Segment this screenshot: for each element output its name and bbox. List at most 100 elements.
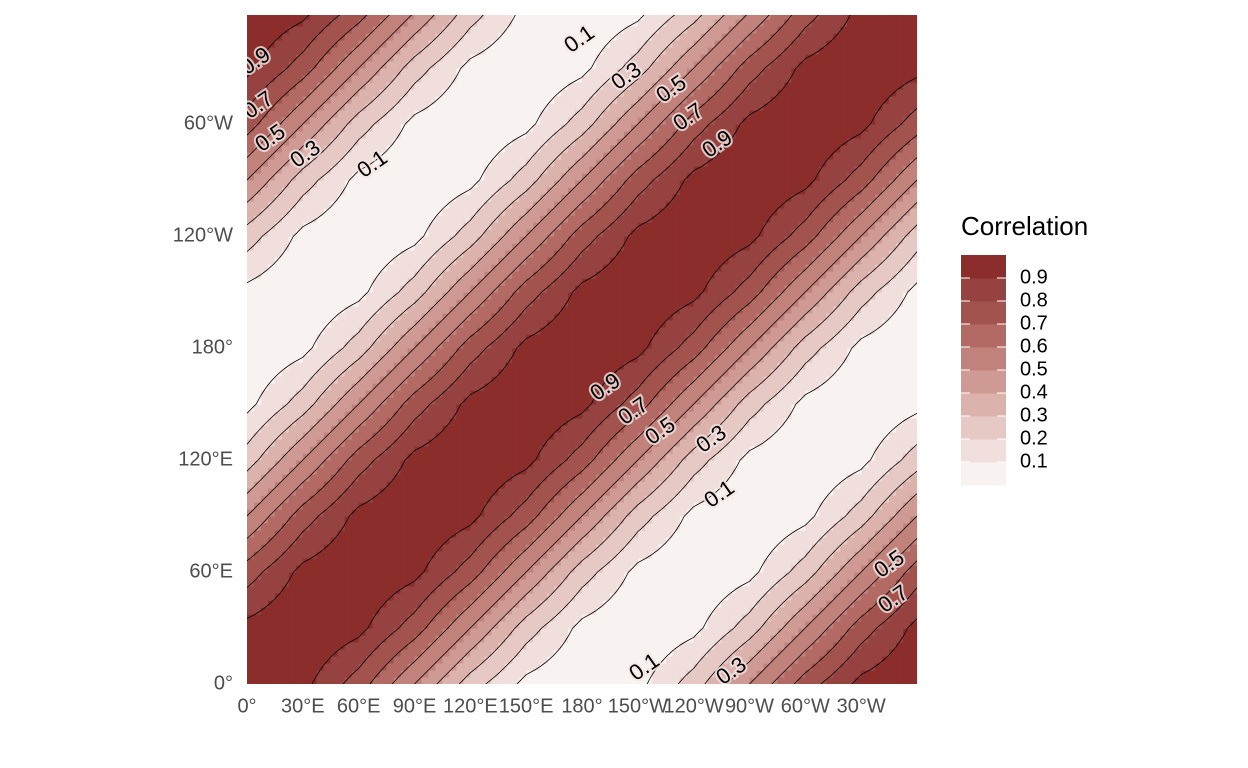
field-cell (519, 313, 527, 321)
field-cell (449, 474, 457, 482)
field-cell (889, 530, 897, 538)
field-cell (812, 565, 820, 573)
field-cell (295, 439, 304, 447)
field-cell (288, 628, 297, 636)
field-cell (247, 670, 255, 678)
field-cell (358, 453, 367, 461)
field-cell (819, 649, 827, 657)
field-cell (274, 656, 283, 664)
field-cell (840, 572, 848, 580)
field-cell (428, 383, 437, 391)
field-cell (253, 432, 262, 440)
field-cell (728, 390, 737, 398)
field-cell (309, 670, 318, 678)
field-cell (540, 306, 548, 314)
field-cell (554, 460, 562, 468)
field-cell (575, 558, 583, 566)
field-cell (561, 579, 569, 587)
field-cell (456, 572, 464, 580)
field-cell (749, 586, 758, 594)
field-cell (498, 607, 506, 615)
field-cell (756, 607, 765, 615)
field-cell (861, 509, 869, 517)
field-cell (372, 516, 381, 524)
field-cell (484, 649, 492, 657)
field-cell (351, 614, 360, 622)
field-cell (735, 642, 744, 650)
field-cell (889, 460, 897, 468)
field-cell (770, 614, 779, 622)
field-cell (868, 362, 876, 370)
field-cell (763, 502, 772, 510)
field-cell (247, 362, 255, 370)
field-cell (274, 341, 283, 349)
field-cell (540, 369, 548, 377)
field-cell (323, 292, 332, 300)
field-cell (407, 474, 416, 482)
field-cell (854, 355, 862, 363)
field-cell (714, 565, 723, 573)
field-cell (463, 411, 471, 419)
field-cell (840, 425, 848, 433)
field-cell (519, 509, 527, 517)
field-cell (875, 390, 883, 398)
field-cell (302, 376, 311, 384)
field-cell (281, 306, 290, 314)
field-cell (644, 649, 653, 657)
field-cell (707, 362, 716, 370)
field-cell (247, 383, 255, 391)
field-cell (281, 390, 290, 398)
field-cell (721, 593, 730, 601)
field-cell (351, 551, 360, 559)
field-cell (798, 586, 806, 594)
field-cell (561, 656, 569, 664)
field-cell (651, 572, 660, 580)
field-cell (442, 572, 450, 580)
field-cell (910, 474, 917, 482)
field-cell (519, 502, 527, 510)
field-cell (540, 460, 548, 468)
field-cell (512, 586, 520, 594)
field-cell (847, 474, 855, 482)
field-cell (498, 411, 506, 419)
field-cell (302, 579, 311, 587)
field-cell (889, 677, 897, 684)
field-cell (512, 656, 520, 664)
field-cell (400, 439, 409, 447)
field-cell (281, 607, 290, 615)
field-cell (763, 551, 772, 559)
field-cell (679, 628, 688, 636)
field-cell (679, 663, 688, 671)
field-cell (386, 572, 395, 580)
field-cell (595, 348, 604, 356)
field-cell (344, 313, 353, 321)
field-cell (616, 446, 625, 454)
field-cell (288, 495, 297, 503)
field-cell (568, 600, 576, 608)
field-cell (630, 369, 639, 377)
field-cell (630, 509, 639, 517)
field-cell (386, 635, 395, 643)
field-cell (561, 663, 569, 671)
field-cell (575, 537, 583, 545)
field-cell (882, 502, 890, 510)
field-cell (672, 502, 681, 510)
field-cell (302, 383, 311, 391)
field-cell (351, 649, 360, 657)
field-cell (686, 516, 695, 524)
field-cell (379, 635, 388, 643)
field-cell (840, 397, 848, 405)
field-cell (407, 649, 416, 657)
field-cell (540, 663, 548, 671)
field-cell (512, 453, 520, 461)
field-cell (644, 558, 653, 566)
field-cell (840, 390, 848, 398)
field-cell (791, 383, 799, 391)
field-cell (714, 432, 723, 440)
field-cell (470, 320, 478, 328)
field-cell (728, 530, 737, 538)
field-cell (540, 313, 548, 321)
field-cell (302, 292, 311, 300)
field-cell (421, 439, 430, 447)
field-cell (435, 509, 444, 517)
